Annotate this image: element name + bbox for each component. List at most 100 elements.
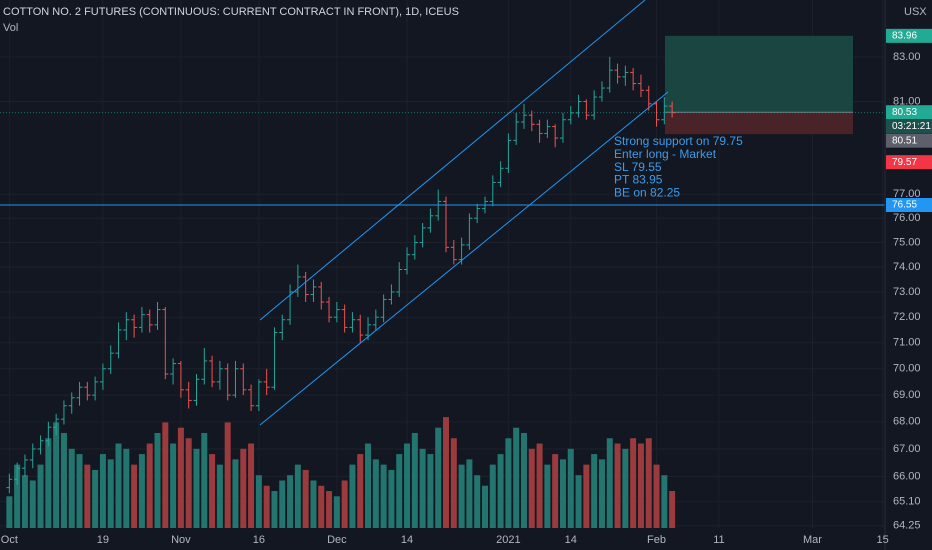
volume-bar [76,454,83,528]
volume-bar [201,432,208,528]
volume-bar [552,454,559,528]
volume-bar [614,443,621,528]
volume-bar [591,454,598,528]
entry-tag-bg [886,105,932,120]
volume-bar [123,448,130,528]
last-price-tag-bg [886,133,932,148]
y-tick-label: 64.25 [893,520,921,532]
volume-bar [466,459,473,528]
volume-bar [583,464,590,528]
volume-bar [622,448,629,528]
annotation: Strong support on 79.75 [614,134,743,148]
volume-bar [45,438,52,528]
volume-bar [68,448,75,528]
volume-bar [661,475,668,528]
y-tick-label: 66.00 [893,470,921,482]
y-tick-label: 77.00 [893,188,921,200]
stop-zone [665,112,853,135]
volume-bar [209,454,216,528]
x-tick-label: 16 [253,534,265,546]
volume-bar [271,491,278,528]
volume-bar [396,454,403,528]
volume-bar [224,422,231,528]
volume-bar [310,480,317,528]
volume-bar [419,448,426,528]
volume-bar [115,443,122,528]
volume-bar [326,491,333,528]
volume-bar [544,464,551,528]
volume-bar [333,496,340,528]
volume-bar [279,480,286,528]
volume-bar [146,443,153,528]
y-tick-label: 69.00 [893,389,921,401]
volume-bar [575,475,582,528]
volume-bar [653,464,660,528]
volume-bar [606,438,613,528]
axis-labels: 83.00 81.00 77.00 76.00 75.00 74.00 73.00 72.00… [886,28,932,532]
volume-bar [294,464,301,528]
volume [6,417,676,528]
volume-bar [84,464,91,528]
y-tick-label: 83.00 [893,51,921,63]
volume-bar [497,454,504,528]
y-tick-label: 67.00 [893,443,921,455]
volume-bar [131,464,138,528]
x-tick-label: 11 [713,534,724,546]
volume-bar [302,469,309,528]
x-tick-label: Oct [1,534,18,546]
target-tag: 83.96 [892,30,917,41]
volume-bar [21,475,28,528]
x-tick-label: Feb [647,534,666,546]
volume-bar [474,475,481,528]
volume-bar [567,448,574,528]
target-tag-bg [886,28,932,43]
volume-bar [427,454,434,528]
volume-bar [37,464,44,528]
volume-bar [443,417,450,528]
stop-tag: 79.57 [892,157,917,168]
volume-bar [232,459,239,528]
position-box [665,35,853,135]
entry-tag: 80.53 [892,107,917,118]
price-line-tag: 76.55 [892,200,917,211]
volume-bar [216,464,223,528]
volume-bar [263,485,270,528]
volume-bar [520,432,527,528]
volume-bar [388,469,395,528]
volume-bar [29,480,36,528]
stop-tag-bg [886,155,932,170]
volume-bar [513,427,520,528]
volume-bar [458,464,465,528]
volume-bar [177,427,184,528]
y-tick-label: 73.00 [893,286,921,298]
x-tick-label: Dec [327,534,347,546]
volume-bar [505,438,512,528]
volume-bar [372,459,379,528]
volume-bar [404,443,411,528]
volume-bar [138,454,145,528]
volume-bar [365,443,372,528]
volume-bar [435,427,442,528]
y-tick-label: 75.00 [893,236,921,248]
volume-bar [107,459,114,528]
volume-bar [318,485,325,528]
annotation: PT 83.95 [614,173,663,187]
y-tick-label: 81.00 [893,95,921,107]
volume-bar [193,448,200,528]
y-tick-label: 70.00 [893,363,921,375]
volume-bar [380,464,387,528]
y-tick-label: 71.00 [893,337,921,349]
volume-bar [162,422,169,528]
volume-bar [598,459,605,528]
volume-bar [287,475,294,528]
countdown-tag-bg [886,119,932,134]
volume-bar [185,438,192,528]
volume-bar [536,443,543,528]
annotation: BE on 82.25 [614,185,680,199]
volume-bar [341,480,348,528]
channel-upper [259,0,646,321]
volume-bar [489,464,496,528]
volume-bar [559,459,566,528]
